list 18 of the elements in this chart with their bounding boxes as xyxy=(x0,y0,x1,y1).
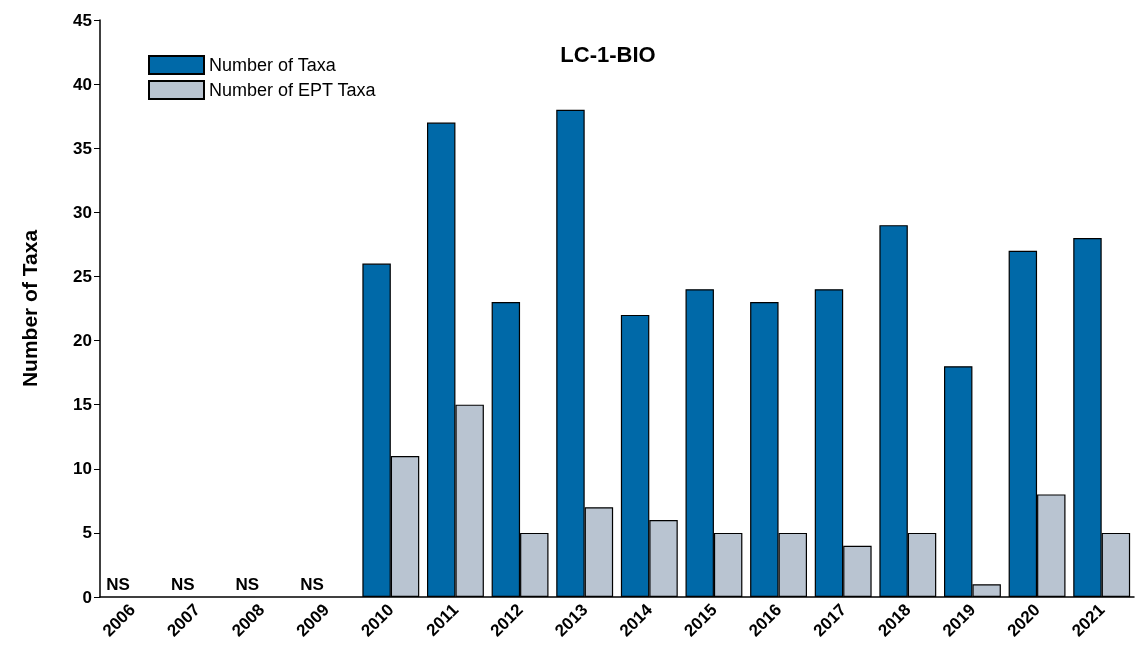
y-tick-label: 40 xyxy=(73,74,92,94)
y-tick-label: 35 xyxy=(73,138,92,158)
y-tick-label: 20 xyxy=(73,331,92,351)
annotation: NS xyxy=(235,575,260,594)
annotation: NS xyxy=(170,575,195,594)
legend-label: Number of Taxa xyxy=(209,55,337,75)
y-tick-label: 15 xyxy=(73,395,92,415)
annotation: NS xyxy=(300,575,324,594)
y-tick-label: 0 xyxy=(82,587,92,607)
y-tick-label: 25 xyxy=(73,266,92,286)
y-axis-title: Number of Taxa xyxy=(18,229,41,388)
y-tick-label: 45 xyxy=(73,10,92,30)
y-tick-label: 5 xyxy=(82,523,92,543)
text: LC-1-BIO xyxy=(560,41,656,67)
annotation: NS xyxy=(106,575,130,594)
y-tick-label: 10 xyxy=(73,459,92,479)
legend-label: Number of EPT Taxa xyxy=(209,80,377,100)
y-tick-label: 30 xyxy=(73,202,92,222)
